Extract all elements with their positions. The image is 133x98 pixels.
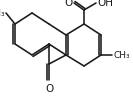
Text: O: O — [65, 0, 73, 8]
Text: OH: OH — [97, 0, 113, 8]
Text: O: O — [45, 84, 53, 94]
Text: CH₃: CH₃ — [0, 9, 5, 18]
Text: CH₃: CH₃ — [113, 50, 130, 59]
